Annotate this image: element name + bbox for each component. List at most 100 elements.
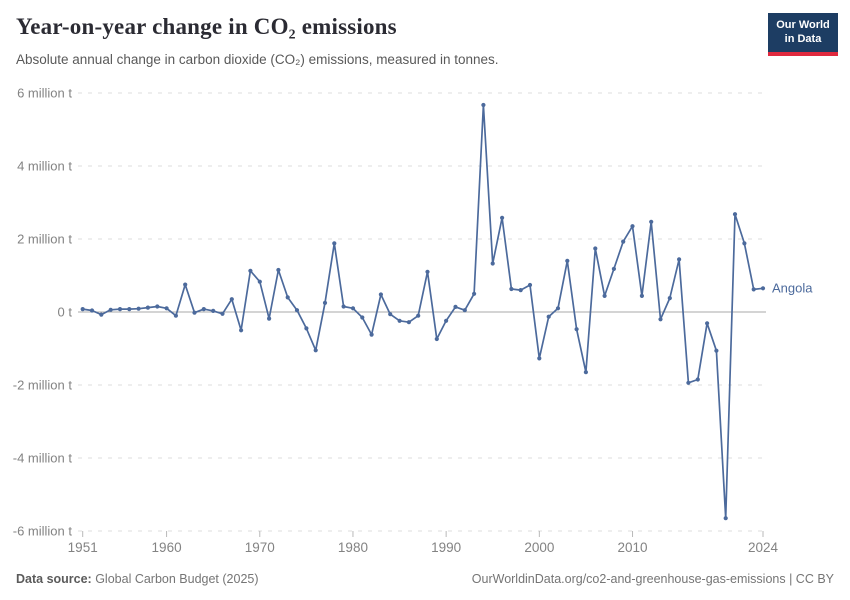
data-point[interactable]: [136, 306, 141, 311]
data-point[interactable]: [658, 317, 663, 322]
data-point[interactable]: [695, 377, 700, 382]
data-point[interactable]: [677, 257, 682, 262]
data-point[interactable]: [416, 313, 421, 318]
data-point[interactable]: [649, 219, 654, 224]
y-tick-label: 2 million t: [17, 232, 72, 247]
y-tick-label: 6 million t: [17, 86, 72, 101]
data-point[interactable]: [723, 516, 728, 521]
data-point[interactable]: [509, 286, 514, 292]
data-point[interactable]: [574, 327, 579, 332]
data-point[interactable]: [602, 293, 607, 298]
line-chart-svg[interactable]: 6 million t 4 million t 2 million t 0 t -2 m…: [0, 85, 850, 565]
data-point[interactable]: [211, 308, 216, 313]
data-point[interactable]: [229, 297, 234, 302]
data-point[interactable]: [276, 267, 281, 273]
y-tick-label: 0 t: [58, 305, 73, 320]
entity-label: Angola: [772, 280, 813, 295]
x-tick-label: 2000: [524, 540, 554, 555]
chart-subtitle: Absolute annual change in carbon dioxide…: [16, 52, 499, 67]
x-tick-label: 2024: [748, 540, 779, 555]
data-point[interactable]: [667, 296, 672, 301]
data-point[interactable]: [527, 282, 533, 288]
data-point[interactable]: [518, 288, 523, 293]
data-point[interactable]: [565, 258, 570, 263]
x-axis: 1951 1960 1970 1980 1990 2000 2010 2024: [68, 531, 779, 555]
data-point[interactable]: [350, 306, 356, 311]
data-point[interactable]: [583, 370, 589, 375]
data-point[interactable]: [453, 304, 458, 309]
data-point[interactable]: [425, 269, 430, 274]
data-point[interactable]: [714, 348, 719, 353]
data-point[interactable]: [145, 305, 150, 310]
data-point[interactable]: [360, 315, 365, 320]
data-point[interactable]: [285, 295, 290, 300]
data-point[interactable]: [304, 326, 309, 331]
data-source-value: Global Carbon Budget (2025): [91, 572, 259, 586]
data-point[interactable]: [341, 304, 346, 309]
data-point[interactable]: [630, 224, 635, 229]
data-point[interactable]: [490, 261, 495, 266]
data-point[interactable]: [108, 307, 113, 312]
data-point[interactable]: [434, 336, 439, 342]
data-point[interactable]: [155, 304, 160, 309]
data-point[interactable]: [397, 318, 402, 323]
x-tick-label: 1970: [245, 540, 275, 555]
data-point[interactable]: [388, 312, 393, 317]
data-point[interactable]: [117, 307, 123, 312]
data-point[interactable]: [192, 310, 197, 315]
data-point[interactable]: [164, 306, 169, 311]
data-point[interactable]: [481, 102, 486, 108]
data-point[interactable]: [462, 308, 467, 313]
data-point[interactable]: [593, 246, 598, 251]
data-point[interactable]: [732, 212, 738, 217]
y-tick-label: -4 million t: [13, 451, 73, 466]
data-point[interactable]: [127, 307, 132, 312]
data-point[interactable]: [686, 380, 691, 385]
x-tick-label: 2010: [618, 540, 648, 555]
data-source-label: Data source:: [16, 572, 92, 586]
data-point[interactable]: [500, 215, 505, 220]
data-point[interactable]: [313, 348, 318, 353]
data-point[interactable]: [80, 307, 85, 312]
data-point[interactable]: [322, 300, 328, 305]
data-point[interactable]: [267, 316, 272, 321]
data-point[interactable]: [183, 282, 188, 287]
y-tick-label: -6 million t: [13, 524, 73, 539]
x-tick-label: 1990: [431, 540, 461, 555]
data-point[interactable]: [751, 287, 756, 292]
x-tick-label: 1960: [152, 540, 182, 555]
data-point[interactable]: [742, 241, 747, 246]
data-point[interactable]: [220, 311, 225, 316]
chart-canvas[interactable]: 6 million t 4 million t 2 million t 0 t -2 m…: [0, 85, 850, 565]
data-point[interactable]: [239, 328, 244, 333]
data-point[interactable]: [406, 320, 411, 325]
y-tick-label: -2 million t: [13, 378, 73, 393]
data-point[interactable]: [369, 332, 374, 337]
data-point[interactable]: [173, 313, 178, 318]
data-point[interactable]: [332, 241, 337, 246]
y-axis-labels: 6 million t 4 million t 2 million t 0 t -2 m…: [13, 86, 73, 539]
data-point[interactable]: [639, 293, 645, 298]
data-point[interactable]: [248, 268, 253, 273]
credit-link[interactable]: OurWorldinData.org/co2-and-greenhouse-ga…: [471, 572, 834, 586]
data-point[interactable]: [89, 308, 95, 313]
data-point[interactable]: [201, 307, 206, 312]
data-point[interactable]: [621, 239, 626, 244]
data-point[interactable]: [537, 356, 542, 361]
data-point[interactable]: [257, 279, 262, 284]
data-point[interactable]: [472, 291, 477, 296]
data-point[interactable]: [705, 321, 710, 326]
data-point[interactable]: [444, 318, 449, 323]
data-point[interactable]: [611, 266, 617, 271]
data-point[interactable]: [99, 312, 104, 317]
chart-footer: Data source: Global Carbon Budget (2025)…: [16, 572, 834, 586]
x-tick-label: 1980: [338, 540, 368, 555]
owid-logo: Our World in Data: [768, 13, 838, 56]
data-point[interactable]: [760, 286, 766, 291]
data-point[interactable]: [555, 306, 561, 311]
data-point[interactable]: [378, 292, 383, 297]
data-point[interactable]: [294, 308, 300, 313]
data-point[interactable]: [546, 314, 551, 319]
data-point-markers[interactable]: [80, 102, 766, 521]
